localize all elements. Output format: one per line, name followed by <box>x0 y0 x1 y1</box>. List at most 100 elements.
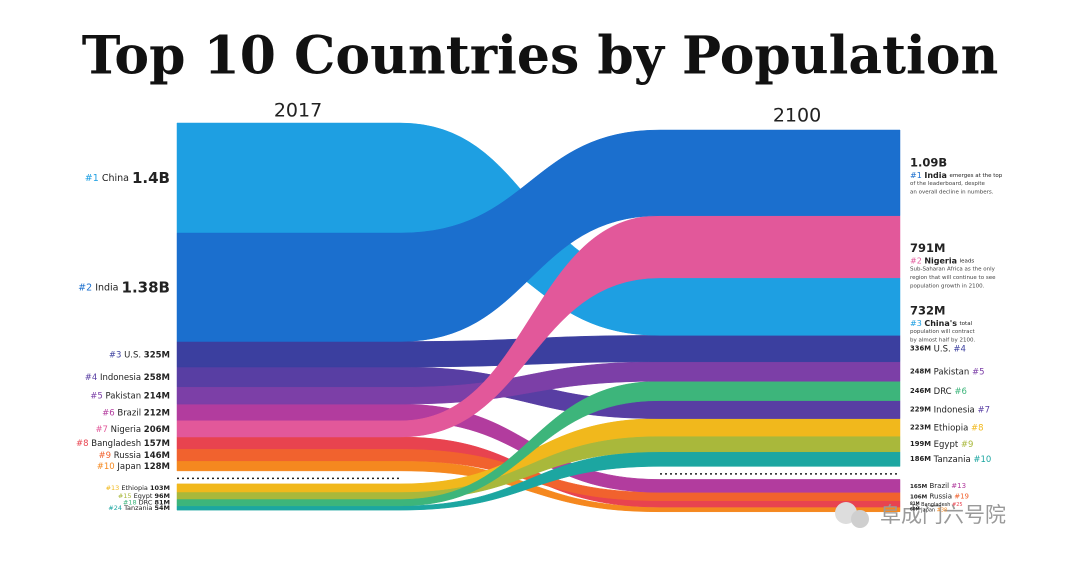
start-name: Tanzania <box>123 504 152 512</box>
start-value: 212M <box>144 408 170 418</box>
end-value: 81M <box>910 501 920 506</box>
start-value: 206M <box>144 424 170 434</box>
start-name: Indonesia <box>100 373 141 383</box>
start-name: Russia <box>114 451 141 461</box>
end-rank: #5 <box>972 367 985 377</box>
start-name: China <box>102 173 129 184</box>
ribbon <box>176 451 901 511</box>
ribbon <box>176 215 901 438</box>
start-label: #1 China 1.4B <box>85 169 170 187</box>
start-name: Ethiopia <box>121 484 147 492</box>
end-label: 246M DRC #6 <box>910 386 967 396</box>
note-line: population growth in 2100. <box>910 284 985 290</box>
end-name: Bangladesh <box>921 501 950 507</box>
watermark-icon <box>851 510 869 528</box>
start-label: #13 Ethiopia 103M <box>106 484 170 492</box>
note-line: an overall decline in numbers. <box>910 190 994 196</box>
end-name: Brazil <box>929 482 949 490</box>
ribbon <box>176 335 901 368</box>
end-note: #1 India emerges at the top <box>910 171 1003 180</box>
start-label: #5 Pakistan 214M <box>90 391 170 401</box>
note-line: of the leaderboard, despite <box>910 181 986 187</box>
end-value: 60M <box>910 506 920 511</box>
end-name: Pakistan <box>934 367 970 377</box>
end-value: 165M <box>910 483 928 489</box>
start-rank: #6 <box>102 408 115 418</box>
end-rank: #8 <box>971 423 984 433</box>
ribbon <box>176 449 901 501</box>
end-label: 336M U.S. #4 <box>910 344 966 354</box>
start-value: 54M <box>154 504 170 512</box>
start-name: India <box>95 282 118 293</box>
start-value: 1.4B <box>132 169 170 187</box>
end-value: 229M <box>910 406 931 414</box>
start-name: Brazil <box>117 408 141 418</box>
start-name: DRC <box>139 499 153 507</box>
note-line: region that will continue to see <box>910 275 996 281</box>
start-label: 2017 <box>274 100 322 122</box>
start-label: #10 Japan 128M <box>97 461 170 471</box>
end-value: 732M <box>910 303 945 317</box>
start-label: #4 Indonesia 258M <box>85 373 170 383</box>
note-line: emerges at the top <box>949 173 1002 179</box>
end-name: Indonesia <box>934 405 975 415</box>
watermark-text: 阜成门六号院 <box>880 503 1006 527</box>
end-value: 246M <box>910 387 931 395</box>
end-label: 165M Brazil #13 <box>910 482 966 490</box>
start-label: #18 DRC 81M <box>123 499 170 507</box>
end-name: India <box>924 171 947 180</box>
start-label: #3 U.S. 325M <box>109 350 170 360</box>
start-value: 1.38B <box>122 278 170 296</box>
start-value: 214M <box>144 391 170 401</box>
end-rank: #2 <box>910 256 922 265</box>
start-rank: #18 <box>123 499 137 507</box>
end-rank: #6 <box>954 386 967 396</box>
end-value: 791M <box>910 241 945 255</box>
ribbon <box>176 381 901 507</box>
note-line: total <box>960 320 973 326</box>
end-value: 336M <box>910 345 931 353</box>
end-label: 81M Bangladesh #25 <box>910 501 963 508</box>
end-value: 199M <box>910 440 931 448</box>
start-rank: #3 <box>109 350 122 360</box>
end-label: 106M Russia #19 <box>910 493 969 501</box>
end-name: Japan <box>920 507 935 513</box>
end-rank: #7 <box>977 405 990 415</box>
start-rank: #5 <box>90 391 103 401</box>
end-rank: #25 <box>952 501 963 507</box>
end-rank: #9 <box>961 439 974 449</box>
end-rank: #13 <box>951 482 966 490</box>
start-rank: #2 <box>78 282 92 293</box>
start-name: Bangladesh <box>91 439 141 449</box>
start-name: Nigeria <box>111 424 141 434</box>
watermark <box>835 502 869 528</box>
note-line: Sub-Saharan Africa as the only <box>910 267 996 273</box>
start-value: 96M <box>154 492 170 500</box>
end-label: 199M Egypt #9 <box>910 439 973 449</box>
start-rank: #4 <box>85 373 98 383</box>
start-name: Egypt <box>134 492 153 500</box>
end-value: 1.09B <box>910 156 947 170</box>
note-line: population will contract <box>910 329 976 335</box>
end-label: 60M Japan #38 <box>910 506 947 513</box>
end-rank: #4 <box>953 344 966 354</box>
end-value: 223M <box>910 423 931 431</box>
end-label: 223M Ethiopia #8 <box>910 423 984 433</box>
end-note: #3 China's total <box>910 318 973 327</box>
end-name: China's <box>924 318 957 327</box>
start-label: #2 India 1.38B <box>78 278 170 296</box>
start-label: #8 Bangladesh 157M <box>76 439 170 449</box>
end-name: Russia <box>929 493 952 501</box>
end-label: 248M Pakistan #5 <box>910 367 984 377</box>
start-rank: #24 <box>108 504 122 512</box>
start-value: 157M <box>144 439 170 449</box>
end-name: Ethiopia <box>934 423 969 433</box>
start-value: 103M <box>150 484 170 492</box>
end-rank: #38 <box>937 507 948 513</box>
start-value: 325M <box>144 350 170 360</box>
end-value: 186M <box>910 455 931 463</box>
start-rank: #15 <box>118 492 132 500</box>
end-name: Tanzania <box>933 455 971 465</box>
